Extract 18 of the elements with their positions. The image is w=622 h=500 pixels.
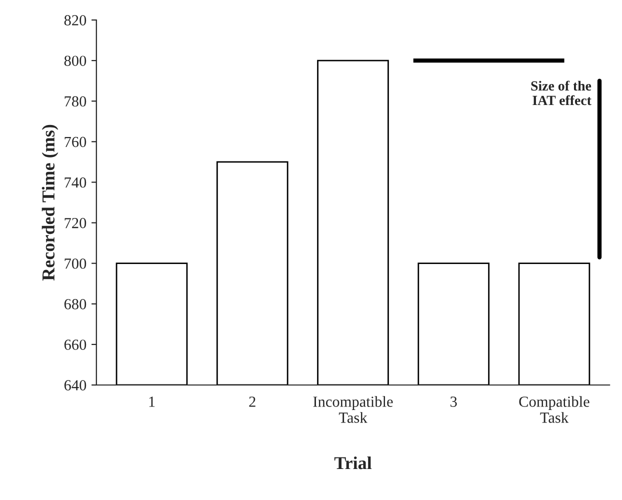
x-axis-title: Trial bbox=[334, 456, 372, 470]
y-tick-label: 720 bbox=[64, 218, 86, 228]
y-axis-title: Recorded Time (ms) bbox=[42, 124, 58, 281]
y-tick-label: 660 bbox=[64, 340, 86, 350]
x-tick-label: 3 bbox=[450, 396, 457, 407]
y-tick-label: 820 bbox=[64, 15, 86, 26]
annotation: Size of the IAT effect bbox=[531, 80, 592, 106]
y-tick-label: 760 bbox=[64, 136, 86, 148]
x-tick-label: 2 bbox=[249, 396, 256, 407]
y-tick-label: 700 bbox=[64, 258, 86, 269]
y-tick-label: 780 bbox=[64, 96, 86, 107]
y-tick-label: 800 bbox=[64, 56, 86, 66]
x-tick-label: Compatible Task bbox=[519, 396, 590, 423]
y-tick-label: 740 bbox=[64, 177, 86, 188]
y-tick-label: 680 bbox=[64, 299, 86, 310]
x-tick-label: Incompatible Task bbox=[313, 396, 393, 423]
y-tick-label: 640 bbox=[64, 380, 86, 390]
x-tick-label: 1 bbox=[149, 396, 155, 407]
